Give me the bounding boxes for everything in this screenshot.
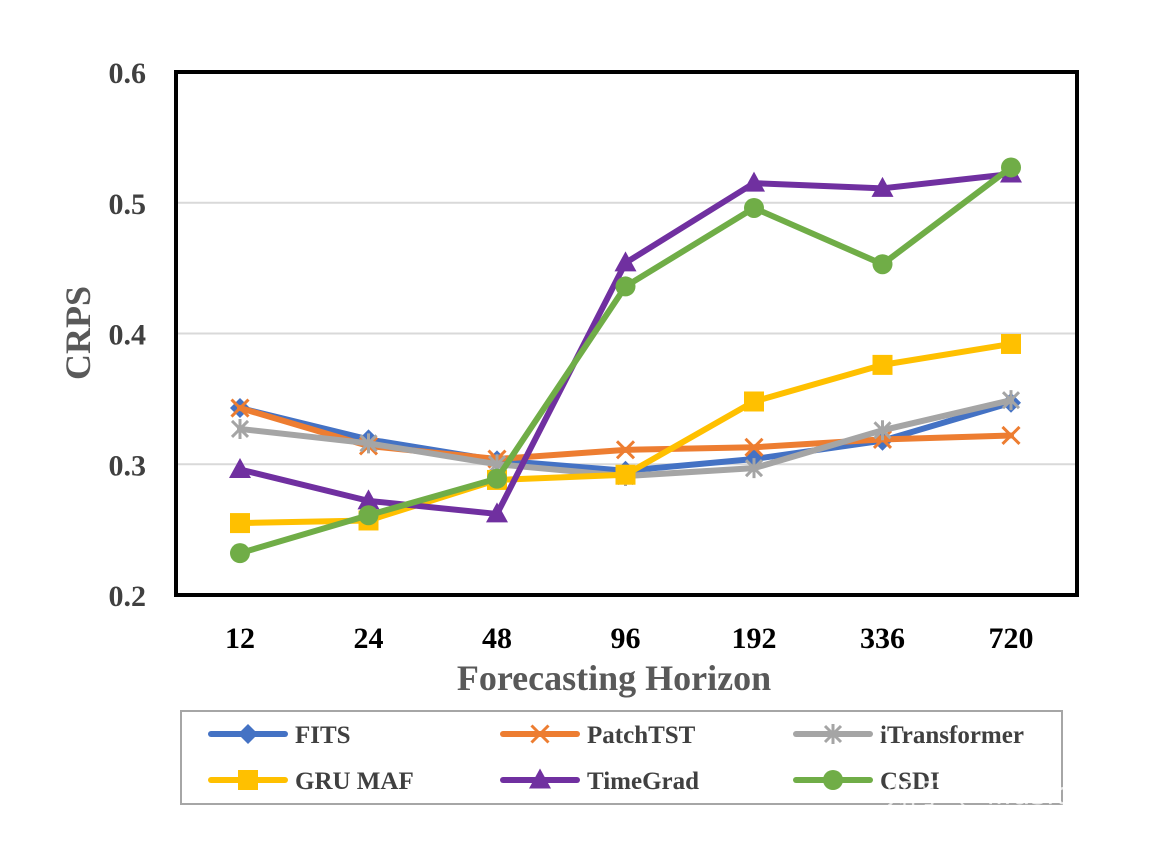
marker-square — [238, 770, 258, 790]
marker-triangle — [229, 457, 251, 478]
y-axis-ticks: 0.2 0.3 0.4 0.5 0.6 — [109, 57, 147, 613]
marker-x — [615, 440, 636, 460]
legend-item-csdi: CSDI — [793, 768, 940, 795]
marker-circle — [744, 197, 764, 218]
watermark-text: 知乎 @illusionista — [887, 777, 1146, 812]
legend-label: TimeGrad — [587, 768, 699, 795]
legend-item-timegrad: TimeGrad — [500, 768, 699, 795]
marker-asterisk — [744, 458, 764, 479]
legend-item-gru-maf: GRU MAF — [208, 768, 414, 795]
marker-circle — [615, 276, 636, 297]
marker-x — [230, 398, 250, 418]
marker-circle — [823, 770, 843, 790]
marker-triangle — [529, 768, 551, 789]
marker-triangle — [743, 171, 765, 192]
marker-diamond — [238, 724, 258, 744]
x-axis-ticks: 12 24 48 96 192 336 720 — [225, 622, 1034, 655]
marker-asterisk — [873, 420, 892, 441]
series-csdi — [230, 157, 1021, 564]
legend-label: GRU MAF — [295, 768, 414, 795]
x-tick-label: 48 — [482, 622, 512, 655]
plot-area-frame — [174, 70, 1079, 597]
series-group — [229, 157, 1022, 564]
legend-item-fits: FITS — [208, 722, 351, 749]
marker-asterisk — [823, 724, 843, 744]
marker-asterisk — [359, 433, 378, 454]
marker-circle — [1001, 157, 1021, 178]
x-tick-label: 720 — [989, 622, 1034, 655]
x-tick-label: 96 — [611, 622, 641, 655]
marker-asterisk — [230, 418, 250, 439]
marker-circle — [872, 254, 893, 275]
marker-x — [744, 437, 764, 457]
legend: FITS PatchTST iTransformer GRU MAF TimeGrad C… — [208, 722, 1024, 795]
legend-label: PatchTST — [587, 722, 696, 749]
marker-square — [615, 464, 636, 485]
y-tick-label: 0.4 — [109, 319, 147, 352]
marker-triangle — [871, 176, 894, 197]
legend-label: CSDI — [880, 768, 940, 795]
marker-triangle — [486, 502, 508, 523]
y-axis-title: CRPS — [58, 286, 98, 380]
marker-square — [744, 391, 764, 412]
y-tick-label: 0.5 — [109, 188, 147, 221]
marker-triangle — [614, 251, 637, 272]
y-tick-label: 0.2 — [109, 580, 147, 613]
marker-x — [1001, 425, 1021, 446]
legend-item-patchtst: PatchTST — [500, 722, 696, 749]
legend-label: iTransformer — [880, 722, 1024, 749]
x-tick-label: 336 — [860, 622, 905, 655]
marker-circle — [358, 505, 379, 526]
legend-label: FITS — [295, 722, 351, 749]
marker-asterisk — [1001, 390, 1021, 411]
x-tick-label: 24 — [354, 622, 384, 655]
x-tick-label: 192 — [732, 622, 777, 655]
marker-square — [1001, 333, 1021, 354]
marker-circle — [487, 468, 507, 489]
marker-square — [872, 354, 893, 375]
marker-x — [530, 724, 550, 744]
y-tick-label: 0.3 — [109, 449, 147, 482]
marker-square — [230, 513, 250, 534]
legend-item-itransformer: iTransformer — [793, 722, 1024, 749]
x-axis-title: Forecasting Horizon — [457, 658, 771, 698]
y-tick-label: 0.6 — [109, 57, 147, 90]
marker-circle — [230, 543, 250, 564]
x-tick-label: 12 — [225, 622, 255, 655]
legend-frame — [180, 710, 1063, 805]
marker-triangle — [357, 489, 380, 510]
